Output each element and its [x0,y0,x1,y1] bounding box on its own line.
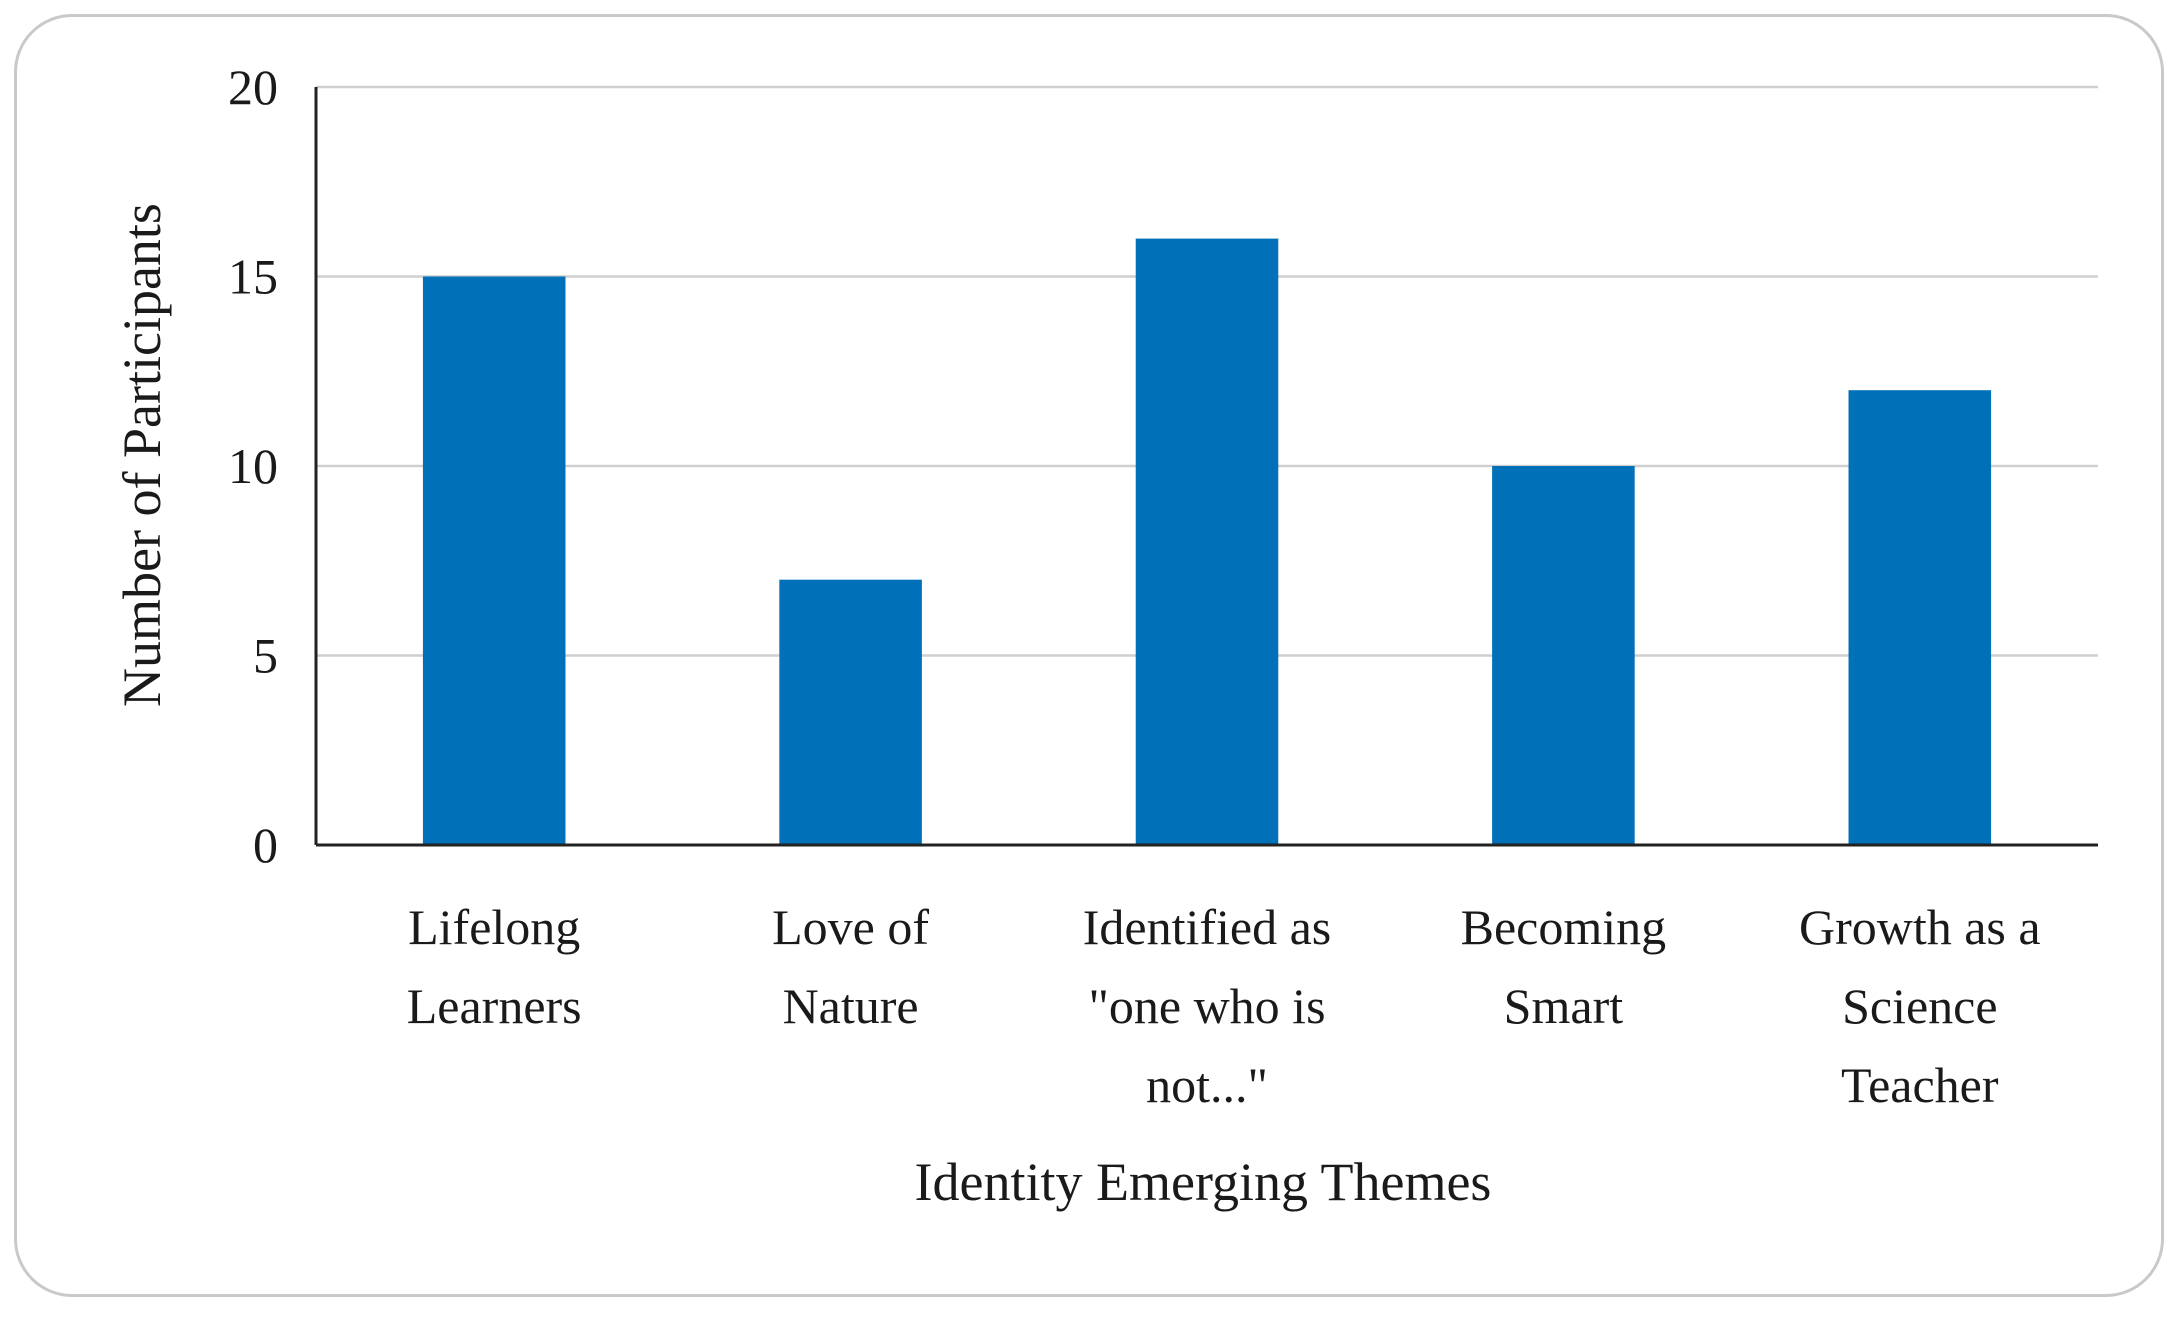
y-tick-label-0: 0 [253,817,278,873]
bar-2 [779,579,922,845]
bar-5 [1848,390,1992,845]
axes [314,87,2098,847]
bar-3 [1135,238,1279,846]
x-category-label-3: Identified as "one who is not..." [1083,899,1332,1113]
x-category-label-line: Identified as [1083,899,1332,955]
bar-4 [1492,466,1635,845]
y-tick-labels: 0 5 10 15 20 [228,59,278,873]
x-category-label-4: Becoming Smart [1461,899,1667,1034]
bar-1 [422,276,566,845]
x-category-label-line: Love of [772,899,929,955]
x-category-label-5: Growth as a Science Teacher [1799,899,2041,1113]
x-category-label-line: Growth as a [1799,899,2041,955]
x-axis-title: Identity Emerging Themes [915,1152,1492,1212]
x-category-label-line: Lifelong [408,899,580,955]
x-category-labels: Lifelong Learners Love of Nature Identified … [407,899,2041,1113]
bars [422,238,1992,846]
x-category-label-line: Learners [407,978,582,1034]
y-tick-label-20: 20 [228,59,278,115]
y-tick-label-15: 15 [228,249,278,305]
x-category-label-line: Smart [1504,978,1624,1034]
y-tick-label-5: 5 [253,628,278,684]
x-category-label-line: Becoming [1461,899,1667,955]
x-category-label-1: Lifelong Learners [407,899,582,1034]
y-tick-label-10: 10 [228,438,278,494]
y-axis-title: Number of Participants [112,203,172,707]
x-category-label-line: Science [1842,978,1997,1034]
x-category-label-line: not..." [1146,1057,1268,1113]
x-category-label-line: Teacher [1841,1057,1999,1113]
x-category-label-line: "one who is [1088,978,1325,1034]
x-category-label-line: Nature [783,978,919,1034]
x-category-label-2: Love of Nature [772,899,929,1034]
